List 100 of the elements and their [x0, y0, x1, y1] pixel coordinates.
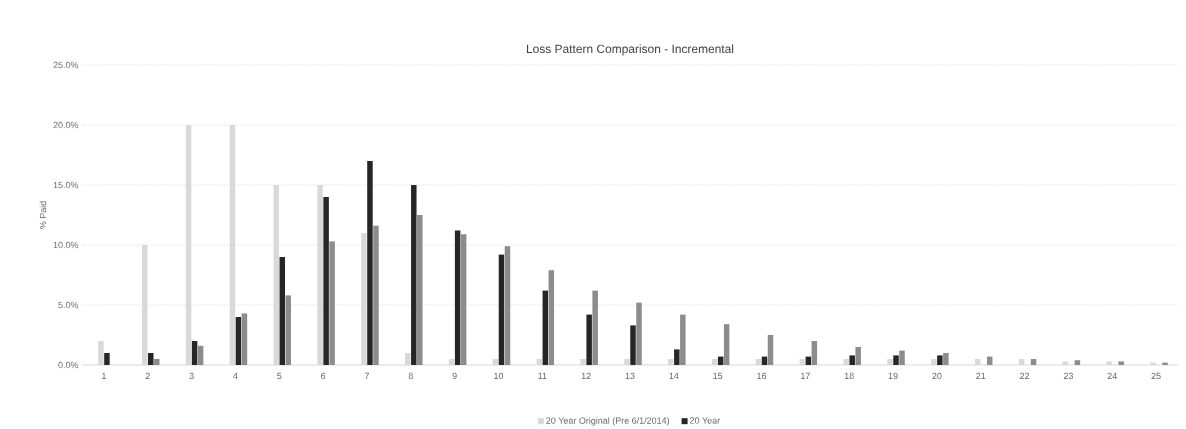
bar — [1018, 358, 1025, 365]
bar — [273, 184, 280, 365]
bar — [767, 334, 774, 365]
y-tick-label: 5.0% — [58, 301, 79, 309]
bar — [279, 256, 286, 365]
bar — [630, 325, 636, 365]
bar — [1118, 361, 1124, 365]
x-tick-label: 3 — [189, 372, 194, 380]
x-tick-label: 1 — [102, 372, 106, 379]
bar — [191, 340, 198, 365]
bar — [241, 313, 248, 365]
x-tick-label: 2 — [145, 372, 150, 379]
bar — [148, 352, 154, 365]
bar — [899, 350, 905, 365]
x-tick-label: 21 — [976, 372, 986, 379]
bar — [843, 358, 849, 365]
x-tick-label: 10 — [494, 372, 504, 380]
bar — [229, 124, 236, 365]
bar — [931, 358, 937, 365]
bar — [674, 349, 680, 365]
bar — [1106, 361, 1112, 365]
bar — [542, 290, 549, 365]
bar — [285, 295, 292, 365]
bar — [636, 302, 642, 365]
bar — [680, 314, 686, 365]
bar — [367, 160, 373, 365]
bar — [580, 358, 586, 365]
y-axis-title: % Paid — [39, 201, 47, 229]
bar — [893, 355, 899, 365]
x-tick-label: 15 — [713, 372, 723, 379]
bar — [411, 184, 417, 365]
bar — [98, 340, 104, 365]
y-tick-label: 20.0% — [53, 121, 79, 129]
x-tick-label: 12 — [581, 372, 591, 379]
bar — [492, 358, 499, 365]
x-tick-label: 4 — [233, 372, 238, 379]
x-tick-label: 22 — [1020, 372, 1030, 379]
bar — [974, 358, 981, 365]
bar — [548, 270, 555, 365]
legend-label: 20 Year Original (Pre 6/1/2014) — [546, 417, 670, 426]
bar — [668, 358, 674, 365]
bar — [185, 124, 192, 365]
bar — [799, 358, 806, 365]
x-tick-label: 18 — [844, 372, 854, 380]
bar — [154, 358, 160, 365]
y-tick-label: 25.0% — [53, 61, 79, 69]
bar — [1074, 360, 1081, 365]
x-tick-label: 8 — [408, 372, 413, 380]
bar — [454, 230, 461, 365]
x-tick-label: 11 — [538, 372, 547, 379]
bar — [448, 358, 455, 365]
x-tick-label: 14 — [669, 372, 679, 379]
x-tick-label: 16 — [757, 372, 767, 380]
x-tick-label: 20 — [932, 372, 942, 380]
bar — [104, 352, 110, 365]
bar — [361, 232, 367, 365]
x-tick-label: 23 — [1063, 372, 1073, 380]
bar — [887, 358, 893, 365]
bar — [460, 234, 467, 365]
y-tick-label: 15.0% — [53, 181, 79, 189]
bar — [1030, 358, 1037, 365]
bar — [755, 358, 762, 365]
bar — [1162, 362, 1168, 365]
bar — [586, 314, 592, 365]
x-tick-label: 19 — [888, 372, 898, 380]
legend-label: 20 Year — [690, 417, 721, 424]
bar — [624, 358, 630, 365]
x-tick-label: 17 — [801, 372, 810, 379]
bar — [943, 352, 949, 365]
chart-title: Loss Pattern Comparison - Incremental — [526, 44, 734, 56]
x-tick-label: 13 — [625, 372, 635, 380]
bar — [197, 345, 204, 365]
x-tick-label: 5 — [277, 372, 282, 379]
bar — [142, 244, 148, 365]
bar — [417, 214, 423, 365]
bar — [317, 184, 323, 365]
bar — [405, 352, 411, 365]
bar — [849, 355, 855, 365]
bar — [536, 358, 543, 365]
y-tick-label: 10.0% — [53, 241, 79, 249]
bar — [723, 324, 730, 365]
bar — [504, 246, 511, 365]
bar — [1150, 362, 1156, 365]
bar — [235, 316, 242, 365]
bar — [711, 358, 718, 365]
x-tick-label: 9 — [452, 372, 457, 380]
bar — [498, 254, 505, 365]
x-tick-label: 7 — [364, 372, 369, 379]
x-tick-label: 6 — [321, 372, 326, 380]
bar — [855, 346, 861, 365]
x-tick-label: 25 — [1151, 372, 1161, 380]
bar — [811, 340, 818, 365]
bar — [323, 196, 329, 365]
bar — [937, 355, 943, 365]
bar — [373, 225, 379, 365]
x-tick-label: 24 — [1107, 372, 1117, 379]
bar — [329, 241, 335, 365]
bar — [592, 290, 598, 365]
y-tick-label: 0.0% — [58, 361, 79, 369]
bar — [1062, 361, 1069, 365]
